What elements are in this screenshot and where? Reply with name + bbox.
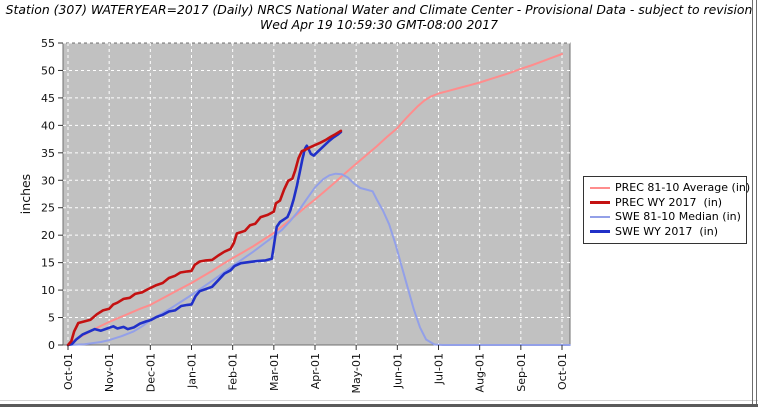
- x-tick-label: May-01: [350, 353, 363, 394]
- series-line-0: [67, 53, 563, 346]
- y-tick-label: 45: [41, 92, 55, 105]
- legend-item-prec-wy2017: PREC WY 2017 (in): [590, 196, 740, 210]
- x-tick-label: Mar-01: [268, 353, 281, 391]
- plot-area: [62, 42, 571, 346]
- y-tick-label: 25: [41, 202, 55, 215]
- y-tick-label: 20: [41, 229, 55, 242]
- chart-title-block: Station (307) WATERYEAR=2017 (Daily) NRC…: [0, 2, 758, 32]
- legend-label-swe-median: SWE 81-10 Median (in): [615, 210, 741, 224]
- y-tick-label: 40: [41, 119, 55, 132]
- y-tick-label: 10: [41, 284, 55, 297]
- chart-title-line1: Station (307) WATERYEAR=2017 (Daily) NRC…: [5, 2, 753, 17]
- window-bottom-edge: [0, 404, 758, 407]
- y-axis-label: inches: [18, 174, 33, 214]
- y-tick-label: 15: [41, 257, 55, 270]
- legend-label-prec-wy2017: PREC WY 2017 (in): [615, 195, 723, 209]
- y-tick-label: 0: [48, 339, 55, 352]
- legend-item-swe-wy2017: SWE WY 2017 (in): [590, 225, 740, 239]
- y-tick-label: 30: [41, 174, 55, 187]
- window-border-right-inner: [752, 0, 753, 404]
- x-tick-label: Aug-01: [474, 353, 487, 392]
- y-tick-label: 5: [48, 312, 55, 325]
- legend-line-swatch-prec-average: [590, 187, 610, 189]
- legend: PREC 81-10 Average (in) PREC WY 2017 (in…: [583, 176, 750, 244]
- x-tick-label: Jan-01: [186, 353, 199, 389]
- x-tick-label: Apr-01: [309, 353, 322, 389]
- x-tick-label: Sep-01: [515, 353, 528, 392]
- chart-title-line2: Wed Apr 19 10:59:30 GMT-08:00 2017: [259, 17, 499, 32]
- x-tick-label: Jun-01: [391, 353, 404, 389]
- x-tick-label: Nov-01: [103, 353, 116, 392]
- y-tick-label: 50: [41, 64, 55, 77]
- legend-item-swe-median: SWE 81-10 Median (in): [590, 210, 741, 224]
- legend-line-swatch-swe-median: [590, 216, 610, 219]
- legend-line-swatch-swe-wy2017: [590, 230, 610, 234]
- legend-label-swe-wy2017: SWE WY 2017 (in): [615, 224, 718, 238]
- gridlines: [63, 42, 570, 345]
- legend-item-prec-average: PREC 81-10 Average (in): [590, 181, 750, 195]
- window-border-right-outer: [756, 0, 757, 404]
- x-tick-label: Dec-01: [144, 353, 157, 392]
- x-tick-label: Jul-01: [433, 353, 446, 385]
- bottom-divider-line: [0, 400, 758, 401]
- x-tick-label: Oct-01: [556, 353, 569, 390]
- axis-ticks: [58, 42, 563, 350]
- y-tick-label: 55: [41, 37, 55, 50]
- legend-line-swatch-prec-wy2017: [590, 201, 610, 205]
- y-tick-label: 35: [41, 147, 55, 160]
- legend-label-prec-average: PREC 81-10 Average (in): [615, 181, 751, 194]
- series-line-1: [66, 129, 343, 347]
- x-tick-label: Oct-01: [62, 353, 75, 390]
- x-tick-label: Feb-01: [227, 353, 240, 390]
